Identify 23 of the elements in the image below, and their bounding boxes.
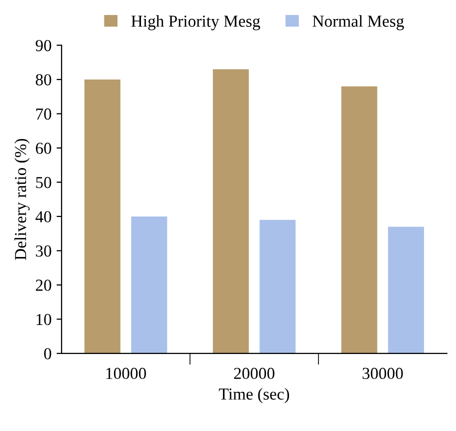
y-tick-label: 70 bbox=[36, 108, 52, 120]
y-tick-label: 80 bbox=[36, 74, 52, 86]
y-tick-label: 50 bbox=[36, 176, 52, 188]
legend-label: High Priority Mesg bbox=[131, 15, 260, 30]
x-axis-title: Time (sec) bbox=[218, 388, 290, 404]
y-tick-label: 40 bbox=[35, 211, 52, 222]
y-tick-label: 0 bbox=[44, 348, 52, 360]
bar bbox=[212, 69, 249, 354]
y-axis-title: Delivery ratio (%) bbox=[14, 138, 30, 260]
legend-label: Normal Mesg bbox=[312, 15, 404, 30]
bar bbox=[84, 79, 120, 354]
bar bbox=[388, 226, 424, 354]
y-tick-label: 20 bbox=[36, 280, 52, 291]
y-tick-label: 30 bbox=[36, 245, 52, 257]
bar bbox=[260, 220, 296, 354]
y-tick-label: 60 bbox=[36, 142, 52, 154]
x-tick-label: 30000 bbox=[362, 368, 403, 380]
bar bbox=[131, 216, 168, 354]
y-tick-label: 10 bbox=[36, 314, 52, 326]
x-tick-label: 10000 bbox=[106, 368, 146, 380]
x-tick-label: 20000 bbox=[234, 368, 274, 380]
bar bbox=[341, 86, 378, 354]
y-tick-label: 90 bbox=[36, 40, 52, 52]
